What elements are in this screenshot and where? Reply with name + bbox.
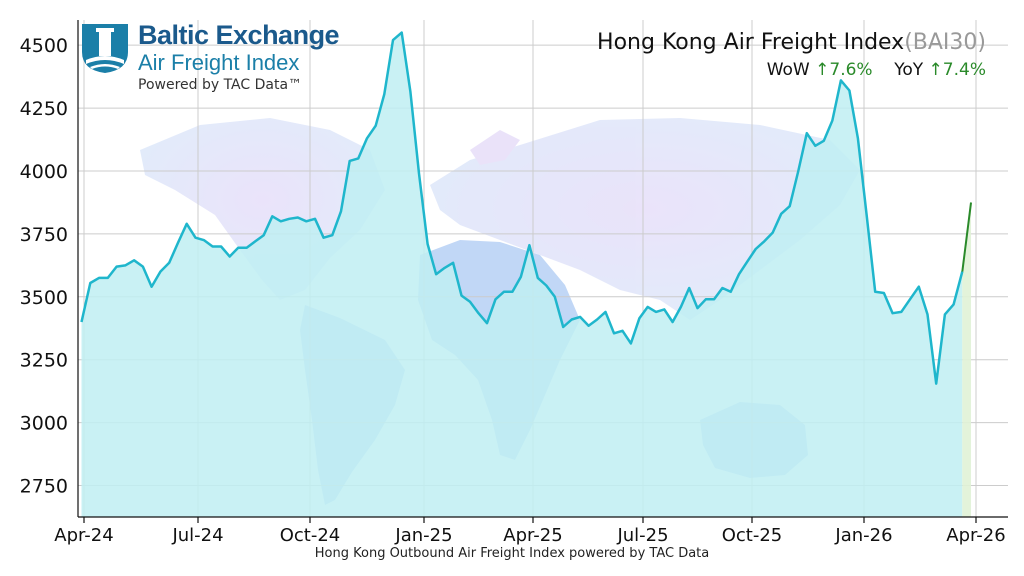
y-tick-label: 3250 — [20, 350, 68, 372]
axes: 2750 3000 3250 3500 3750 4000 4250 4500 Apr-24 Ju… — [20, 20, 1008, 546]
lighthouse-icon — [82, 24, 128, 73]
y-tick-label: 4250 — [20, 98, 68, 120]
area-layer — [80, 31, 973, 517]
chart-title-code: (BAI30) — [904, 30, 986, 55]
change-summary: WoW ↑7.6% YoY ↑7.4% — [767, 60, 986, 80]
x-tick-label: Jan-25 — [394, 525, 452, 546]
brand-line3: Powered by TAC Data™ — [138, 77, 303, 93]
wow-label: WoW — [766, 60, 810, 80]
y-tick-label: 3750 — [20, 224, 68, 246]
y-tick-label: 2750 — [20, 476, 68, 498]
x-tick-label: Jan-26 — [834, 525, 892, 546]
y-tick-label: 4000 — [20, 161, 68, 183]
series-line — [80, 31, 964, 385]
wow-value: 7.6% — [829, 60, 873, 80]
latest-area-fill — [962, 202, 972, 517]
x-tick-label: Apr-24 — [54, 525, 113, 546]
yoy-arrow-icon: ↑ — [928, 60, 943, 80]
y-tick-label: 4500 — [20, 35, 68, 57]
y-tick-label: 3000 — [20, 413, 68, 435]
latest-segment-line — [961, 202, 973, 272]
x-tick-label: Oct-25 — [722, 525, 783, 546]
chart-title: Hong Kong Air Freight Index(BAI30) — [597, 30, 986, 55]
yoy-value: 7.4% — [942, 60, 986, 80]
yoy-label: YoY — [894, 60, 924, 80]
chart-title-text: Hong Kong Air Freight Index — [597, 30, 905, 55]
x-tick-label: Jul-24 — [171, 525, 223, 546]
brand-line1: Baltic Exchange — [138, 20, 340, 50]
x-tick-label: Jul-25 — [616, 525, 668, 546]
x-tick-label: Apr-26 — [946, 525, 1005, 546]
brand-logo: Baltic Exchange Air Freight Index Powere… — [80, 18, 350, 98]
y-tick-label: 3500 — [20, 287, 68, 309]
brand-line2: Air Freight Index — [138, 50, 300, 75]
footer-caption: Hong Kong Outbound Air Freight Index pow… — [314, 546, 710, 561]
wow-arrow-icon: ↑ — [815, 60, 830, 80]
x-tick-label: Oct-24 — [280, 525, 341, 546]
x-tick-label: Apr-25 — [503, 525, 562, 546]
